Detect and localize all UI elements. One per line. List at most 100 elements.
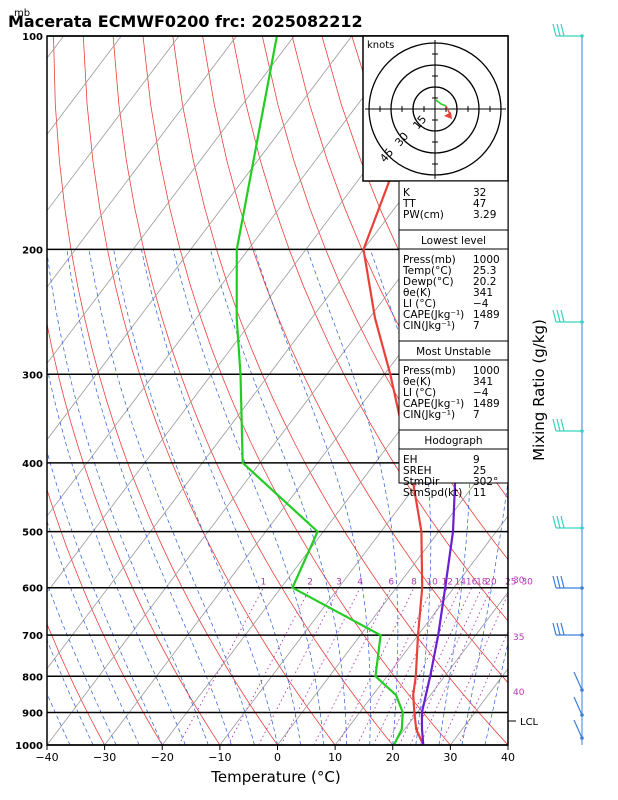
wind-level-dot <box>580 320 584 324</box>
x-tick-label: 10 <box>328 751 342 764</box>
mixing-ratio-label: 3 <box>336 578 342 588</box>
wind-barb-staff <box>573 696 583 716</box>
x-tick-label: −30 <box>93 751 116 764</box>
wind-barb-flag <box>560 575 565 589</box>
dry-adiabat <box>53 36 278 745</box>
hodograph-trace-low <box>435 99 447 107</box>
pressure-tick-label: 700 <box>22 631 43 642</box>
most-unstable-value: 1000 <box>473 365 500 377</box>
x-tick-label: −10 <box>208 751 231 764</box>
wind-barb-flag <box>552 515 557 529</box>
hodograph-index-key: EH <box>403 454 418 466</box>
dry-adiabat <box>112 36 394 745</box>
wind-barb-flag <box>556 23 561 37</box>
wind-level-dot <box>580 713 584 717</box>
hodograph-index-value: 25 <box>473 465 486 477</box>
pressure-tick-label: 1000 <box>15 741 43 752</box>
most-unstable-value: 341 <box>473 376 493 388</box>
wind-level-dot <box>580 633 584 637</box>
mixing-ratio-label: 20 <box>485 578 497 588</box>
wind-level-dot <box>580 586 584 590</box>
wind-barb-flag <box>552 575 557 589</box>
mixing-ratio-label: 12 <box>442 578 453 588</box>
hodograph-index-key: StmDir <box>403 476 440 488</box>
wind-barb-flag <box>560 418 565 432</box>
lowest-value: 20.2 <box>473 276 496 288</box>
most-unstable-key: CIN(Jkg⁻¹) <box>403 409 455 421</box>
moist-adiabat <box>47 582 117 745</box>
mixing-ratio-line <box>458 630 508 745</box>
dry-adiabat <box>142 36 451 745</box>
wind-barb-flag <box>560 309 565 323</box>
hodograph-index-value: 9 <box>473 454 480 466</box>
hodograph-index-key: StmSpd(kt) <box>403 487 462 499</box>
background-lines <box>47 36 618 745</box>
lowest-key: Temp(°C) <box>402 265 452 277</box>
mixing-ratio-line <box>398 587 473 745</box>
index-value: 3.29 <box>473 209 496 221</box>
moist-adiabat <box>461 478 508 745</box>
theta-e-label: 30 <box>513 576 525 586</box>
dry-adiabat <box>202 36 508 684</box>
indices-panel: K 32 TT 47 PW(cm) 3.29 Lowest level Press(mb) 10… <box>398 180 509 499</box>
isotherm <box>392 591 508 745</box>
pressure-tick-label: 100 <box>22 32 43 43</box>
moist-adiabat <box>210 249 348 745</box>
most-unstable-key: LI (°C) <box>403 387 436 399</box>
x-tick-label: 30 <box>443 751 457 764</box>
mixing-ratio-label: 2 <box>307 578 313 588</box>
moist-adiabat <box>47 744 48 745</box>
mixing-ratio-line <box>409 587 483 745</box>
mixing-ratio-label: 18 <box>476 578 488 588</box>
dry-adiabat <box>172 36 508 745</box>
lowest-key: Dewp(°C) <box>403 276 454 288</box>
axes: −40 −30 −20 −10 0 10 20 30 40 LCL <box>35 717 538 764</box>
mixing-ratio-label: 16 <box>466 578 478 588</box>
hodograph-index-value: 302° <box>473 476 498 488</box>
moist-adiabat <box>306 249 399 745</box>
dry-adiabat <box>291 36 508 499</box>
most-unstable-value: 7 <box>473 409 480 421</box>
moist-adiabat <box>47 692 71 745</box>
isotherm <box>47 36 353 441</box>
moist-adiabat <box>113 249 278 745</box>
mixing-ratio-label: 4 <box>357 578 363 588</box>
moist-adiabat <box>484 641 508 745</box>
dry-adiabat <box>47 321 221 745</box>
mixing-ratio-line <box>227 587 311 745</box>
lowest-value: 1489 <box>473 309 500 321</box>
x-axis-label: Temperature (°C) <box>210 768 340 786</box>
unit-mb: mb <box>14 8 30 19</box>
lowest-key: CAPE(Jkg⁻¹) <box>403 309 464 321</box>
moist-adiabat <box>47 520 140 745</box>
mixing-ratio-label: 8 <box>411 578 417 588</box>
lowest-key: θe(K) <box>403 287 431 299</box>
index-value: 47 <box>473 198 486 210</box>
dry-adiabat <box>47 622 105 745</box>
wind-barb-flag <box>560 622 565 636</box>
wind-barb-flag <box>556 622 561 636</box>
most-unstable-value: −4 <box>473 387 489 399</box>
index-key: K <box>403 187 411 199</box>
chart-title: Macerata ECMWF0200 frc: 2025082212 <box>8 12 363 31</box>
dry-adiabat <box>590 36 618 745</box>
mixing-ratio-label: 10 <box>426 578 438 588</box>
temperature-profile <box>362 36 446 745</box>
pressure-tick-label: 300 <box>22 370 43 381</box>
index-value: 32 <box>473 187 486 199</box>
wind-barb-flag <box>556 309 561 323</box>
lowest-key: LI (°C) <box>403 298 436 310</box>
hodograph-index-title: Hodograph <box>424 435 482 447</box>
mixing-ratio-line <box>258 587 340 745</box>
wind-barb-flag <box>556 515 561 529</box>
wind-barb-flag <box>560 23 565 37</box>
dry-adiabat <box>232 36 508 622</box>
wind-barb-flag <box>560 515 565 529</box>
dry-adiabat <box>561 36 618 745</box>
lowest-key: CIN(Jkg⁻¹) <box>403 320 455 332</box>
mixing-ratio-label: 6 <box>388 578 394 588</box>
dry-adiabat <box>82 36 336 745</box>
mixing-ratio-label: 25 <box>505 578 516 588</box>
